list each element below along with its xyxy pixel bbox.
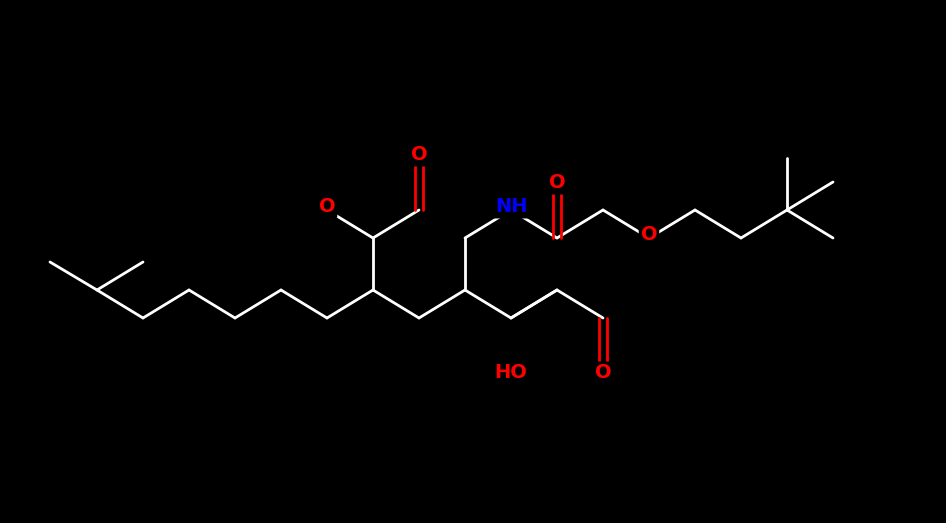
Text: HO: HO	[495, 363, 528, 382]
Text: O: O	[319, 198, 335, 217]
Text: O: O	[595, 363, 611, 382]
Text: O: O	[640, 225, 657, 244]
Text: O: O	[549, 174, 566, 192]
Text: O: O	[411, 145, 428, 165]
Text: NH: NH	[495, 198, 527, 217]
